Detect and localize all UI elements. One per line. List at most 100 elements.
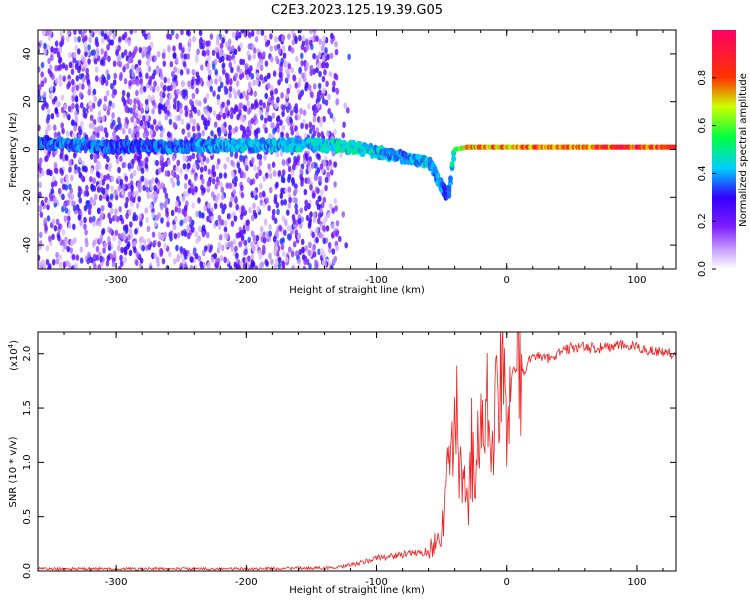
heatmap-cell [327, 93, 331, 101]
heatmap-cell [42, 30, 47, 36]
spectrogram-xtick-label: 0 [504, 275, 510, 286]
heatmap-cell [275, 150, 280, 158]
colorbar: 0.0 0.2 0.4 0.6 0.8 Normalized spectral ampl… [697, 30, 749, 277]
heatmap-cell [111, 261, 116, 268]
heatmap-cell [101, 115, 106, 122]
heatmap-cell [322, 237, 327, 245]
heatmap-cell [61, 183, 66, 190]
heatmap-cell [286, 209, 290, 216]
heatmap-cell [291, 265, 296, 269]
heatmap-cell [195, 132, 200, 140]
heatmap-cell [84, 166, 88, 173]
heatmap-cell [53, 131, 58, 139]
heatmap-cell [119, 254, 123, 262]
heatmap-cell [105, 260, 110, 267]
heatmap-cell [217, 114, 222, 121]
heatmap-cell [43, 77, 48, 84]
heatmap-cell [239, 154, 243, 161]
heatmap-cell [193, 107, 198, 114]
heatmap-cell [259, 74, 264, 81]
heatmap-cell [45, 30, 50, 36]
heatmap-cell [264, 92, 268, 100]
heatmap-cell [299, 167, 303, 175]
heatmap-cell [240, 192, 245, 199]
heatmap-cell [134, 78, 138, 85]
heatmap-cell [233, 215, 238, 222]
heatmap-cell [101, 229, 105, 236]
heatmap-cell [316, 187, 320, 194]
heatmap-cell [280, 187, 284, 194]
heatmap-cell [214, 46, 219, 53]
heatmap-cell [62, 75, 66, 82]
heatmap-cell [315, 35, 319, 42]
heatmap-cell [137, 195, 141, 203]
heatmap-cell [304, 82, 309, 89]
heatmap-cell [294, 114, 299, 121]
heatmap-cell [57, 234, 61, 242]
heatmap-cell [51, 218, 56, 225]
heatmap-cell [189, 256, 194, 263]
heatmap-cell [326, 130, 330, 137]
heatmap-cell [258, 191, 263, 199]
heatmap-cell [135, 89, 139, 97]
heatmap-cell [294, 107, 299, 114]
heatmap-cell [306, 159, 311, 167]
colorbar-tick-label: 0.0 [697, 261, 708, 277]
heatmap-cell [238, 241, 242, 248]
heatmap-cell [75, 103, 79, 110]
spectrogram-heatmap [38, 30, 676, 269]
heatmap-cell [250, 30, 255, 37]
heatmap-cell [256, 61, 261, 68]
heatmap-cell [153, 196, 157, 204]
heatmap-cell [286, 233, 291, 240]
colorbar-tick-label: 0.8 [697, 70, 708, 86]
heatmap-cell [163, 242, 168, 250]
heatmap-cell [95, 40, 100, 48]
heatmap-cell [312, 216, 317, 223]
heatmap-cell [68, 183, 72, 190]
heatmap-cell [166, 220, 170, 228]
heatmap-cell [271, 112, 276, 119]
heatmap-cell [255, 234, 260, 242]
heatmap-cell [207, 262, 211, 269]
heatmap-cell [151, 99, 156, 107]
spectrogram-ytick-label: 0 [22, 146, 33, 152]
heatmap-cell [303, 65, 308, 72]
heatmap-cell [145, 186, 149, 193]
heatmap-cell [242, 263, 247, 269]
heatmap-cell [255, 72, 260, 79]
heatmap-cell [281, 237, 285, 244]
heatmap-cell [188, 155, 192, 162]
heatmap-cell [166, 131, 171, 138]
heatmap-cell [237, 89, 241, 96]
heatmap-cell [221, 207, 225, 215]
heatmap-cell [92, 215, 96, 222]
heatmap-cell [38, 231, 43, 239]
heatmap-cell [76, 48, 81, 55]
heatmap-cell [187, 46, 192, 53]
heatmap-cell [330, 32, 334, 40]
heatmap-cell [196, 48, 200, 55]
heatmap-cell [38, 205, 42, 212]
heatmap-cell [291, 177, 295, 185]
heatmap-cell [268, 186, 273, 194]
heatmap-cell [197, 100, 202, 107]
heatmap-cell [167, 104, 172, 111]
heatmap-cell [320, 131, 324, 138]
heatmap-cell [40, 169, 45, 177]
heatmap-cell [197, 197, 201, 204]
heatmap-cell [245, 73, 250, 81]
heatmap-cell [312, 52, 316, 60]
heatmap-cell [113, 72, 118, 80]
heatmap-cell [304, 152, 309, 159]
heatmap-cell [116, 244, 121, 252]
heatmap-cell [177, 207, 182, 214]
heatmap-cell [199, 38, 203, 45]
heatmap-cell [87, 251, 91, 258]
heatmap-cell [108, 30, 113, 37]
heatmap-cell [280, 131, 285, 139]
heatmap-cell [297, 113, 302, 121]
heatmap-cell [40, 80, 45, 88]
heatmap-cell [126, 243, 130, 250]
